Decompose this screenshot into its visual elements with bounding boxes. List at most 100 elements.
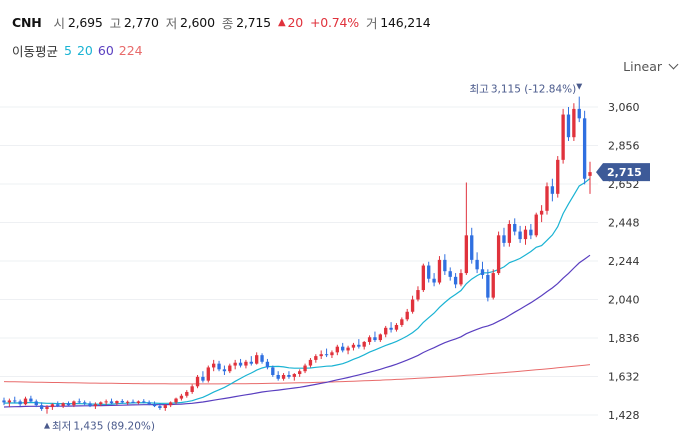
candle-body xyxy=(152,404,157,407)
y-tick-label: 1,428 xyxy=(608,409,640,422)
candle-body xyxy=(185,391,189,396)
candle-body xyxy=(513,224,517,232)
high-value: 2,770 xyxy=(123,14,159,30)
candle-body xyxy=(443,259,447,272)
candle-body xyxy=(109,401,114,404)
open-label: 시 xyxy=(53,15,66,31)
y-tick-label: 2,040 xyxy=(608,294,640,307)
high-annotation-label: 최고 xyxy=(469,84,489,96)
candle-body xyxy=(271,367,275,375)
candle-body xyxy=(82,402,87,404)
candle-body xyxy=(518,231,522,240)
ma-period-5[interactable]: 5 xyxy=(64,42,72,58)
candle-body xyxy=(416,290,420,300)
candle-body xyxy=(410,299,415,312)
candle-body xyxy=(249,361,253,364)
candle-body xyxy=(39,405,44,409)
ma60-line xyxy=(3,254,591,408)
close-label: 종 xyxy=(221,15,234,31)
candle-body xyxy=(475,259,479,270)
low-annotation: 최저 1,435 (89.20%) xyxy=(52,421,155,433)
candle-body xyxy=(534,214,538,236)
volume-label: 거 xyxy=(365,15,378,31)
candle-body xyxy=(357,344,361,347)
candle-body xyxy=(136,401,141,403)
candle-body xyxy=(319,354,323,357)
candle-body xyxy=(93,404,98,407)
candle-body xyxy=(120,401,124,403)
y-tick-label: 1,632 xyxy=(608,371,640,384)
candle-body xyxy=(341,346,345,351)
low-marker-icon xyxy=(44,422,51,429)
candle-body xyxy=(362,341,366,347)
candle-body xyxy=(556,159,560,194)
candle-body xyxy=(577,108,581,119)
candle-body xyxy=(287,374,291,377)
candle-body xyxy=(72,401,76,406)
candle-body xyxy=(217,363,221,370)
candle-body xyxy=(561,114,565,160)
candle-body xyxy=(104,401,108,403)
candle-body xyxy=(56,404,60,407)
change-percent: +0.74% xyxy=(309,14,359,30)
up-arrow-icon: ▲ xyxy=(277,16,286,28)
candle-body xyxy=(298,371,302,375)
candle-body xyxy=(131,401,135,403)
candle-body xyxy=(34,401,38,406)
high-annotation: 최고 3,115 (-12.84%) xyxy=(469,84,576,96)
candle-body xyxy=(29,398,33,402)
candle-body xyxy=(158,406,162,409)
scale-dropdown[interactable]: Linear xyxy=(623,56,679,76)
candle-body xyxy=(496,235,501,274)
y-tick-label: 2,856 xyxy=(608,140,640,153)
high-marker-icon xyxy=(576,83,583,90)
candle-body xyxy=(2,400,6,403)
candle-body xyxy=(308,359,313,366)
candle-body xyxy=(314,356,318,360)
candle-body xyxy=(373,337,377,341)
candle-body xyxy=(588,172,592,176)
ma-period-20[interactable]: 20 xyxy=(76,42,93,58)
candle-body xyxy=(459,273,463,285)
candle-body xyxy=(507,224,512,243)
change-value: 20 xyxy=(287,14,303,30)
close-value: 2,715 xyxy=(236,14,271,30)
candle-body xyxy=(222,369,227,372)
y-tick-label: 1,836 xyxy=(608,332,640,345)
candle-body xyxy=(125,401,130,403)
candle-body xyxy=(351,344,356,348)
candle-body xyxy=(276,374,280,379)
candle-body xyxy=(394,324,399,330)
low-value: 2,600 xyxy=(180,14,215,30)
candle-body xyxy=(201,376,205,381)
y-tick-label: 2,652 xyxy=(608,178,640,191)
candle-body xyxy=(367,337,372,342)
ma20-line xyxy=(3,178,591,405)
candle-body xyxy=(437,259,442,283)
candle-body xyxy=(378,334,382,341)
moving-average-legend: 이동평균 5 20 60 224 xyxy=(12,40,148,60)
candle-body xyxy=(486,274,490,298)
candle-body xyxy=(480,269,485,275)
candle-body xyxy=(384,327,388,335)
candle-body xyxy=(174,398,178,403)
candle-body xyxy=(572,108,576,138)
candle-body xyxy=(427,265,431,279)
candle-body xyxy=(389,327,393,330)
ma-period-224[interactable]: 224 xyxy=(118,42,143,58)
y-tick-label: 3,060 xyxy=(608,101,640,114)
high-label: 고 xyxy=(109,15,122,31)
low-label: 저 xyxy=(165,15,178,31)
candle-body xyxy=(99,402,103,405)
ma224-line xyxy=(3,364,591,385)
ma-period-60[interactable]: 60 xyxy=(97,42,114,58)
candle-body xyxy=(582,118,587,179)
candle-body xyxy=(464,235,469,274)
candle-body xyxy=(453,276,458,285)
candle-body xyxy=(195,376,200,387)
moving-average-title: 이동평균 xyxy=(12,43,59,59)
candle-body xyxy=(432,278,436,283)
candle-body xyxy=(77,401,81,403)
candle-body xyxy=(88,403,92,407)
